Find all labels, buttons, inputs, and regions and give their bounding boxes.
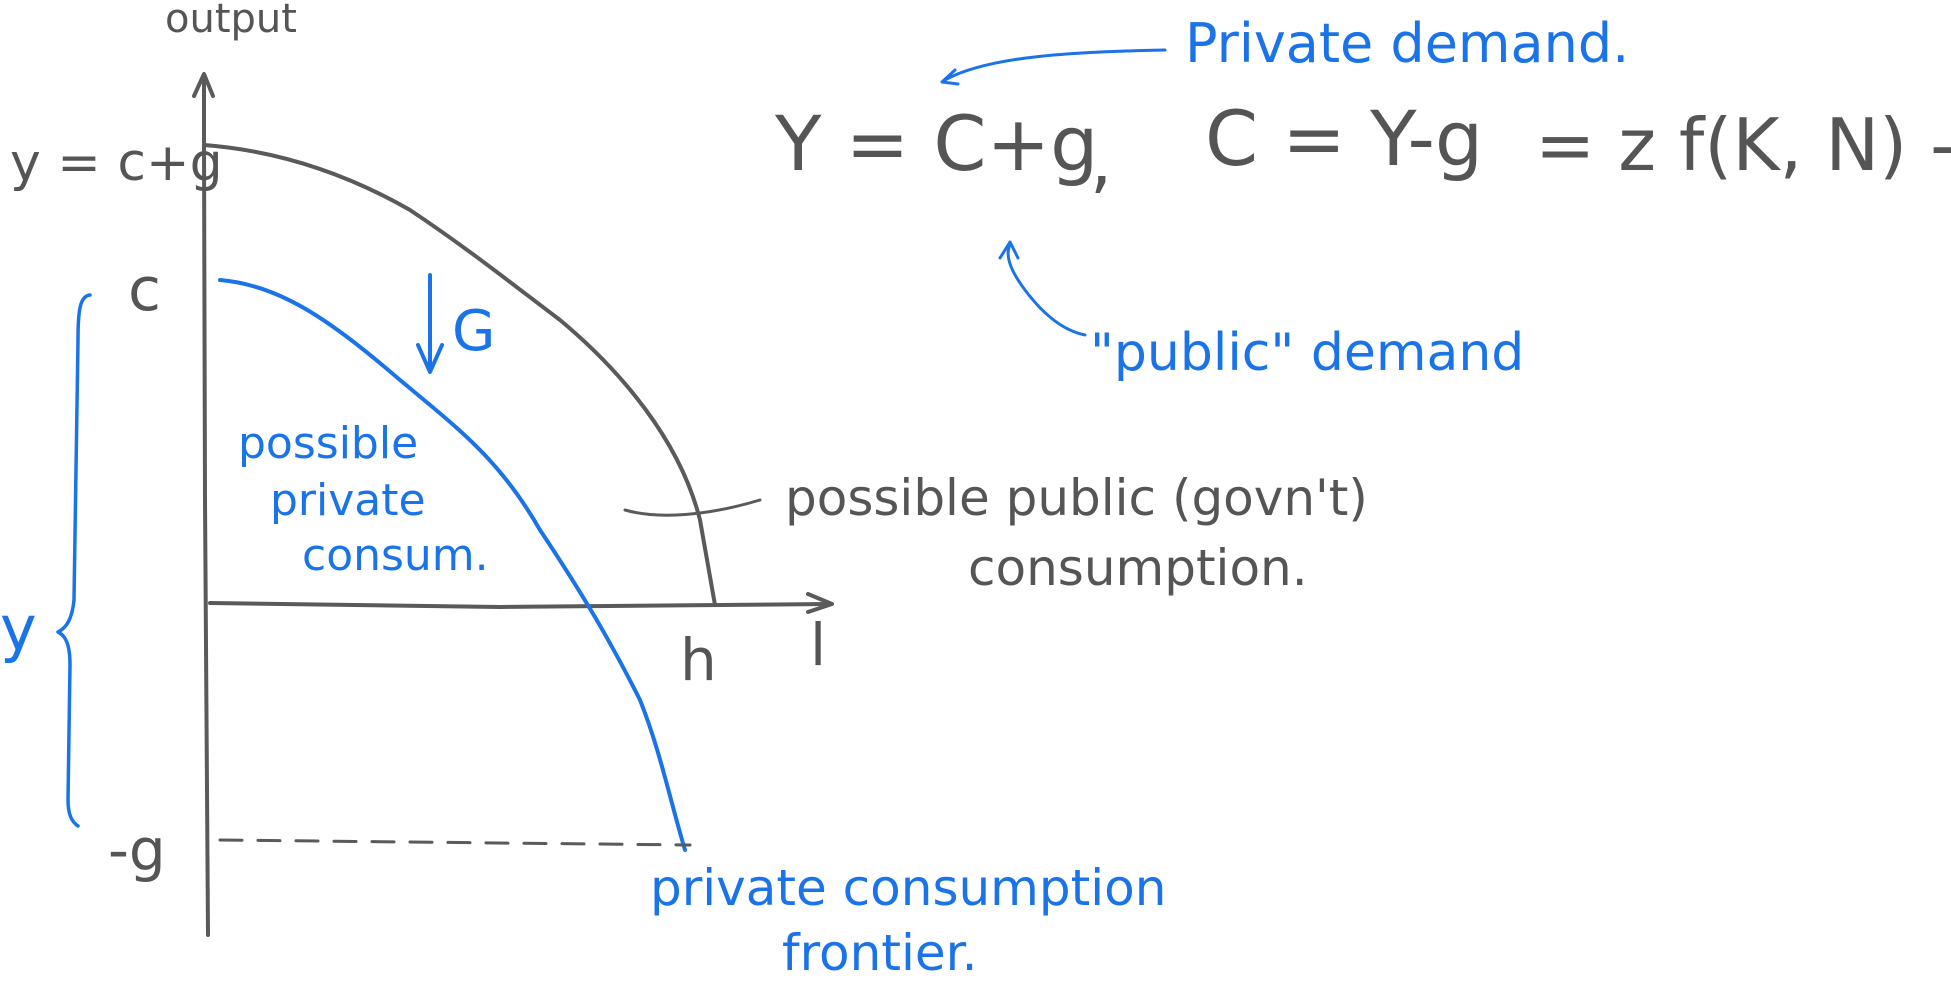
equation-production-function: = z f(K, N) - g xyxy=(1535,103,1951,187)
production-frontier-curve xyxy=(202,143,717,607)
y-brace-label: y xyxy=(0,592,37,665)
private-demand-arrow xyxy=(943,48,1167,82)
y-axis-arrowhead xyxy=(192,72,215,98)
shift-down-arrow xyxy=(416,273,444,374)
frontier-label-line1: private consumption xyxy=(650,859,1166,917)
equation-y-equals-c-plus-g: Y = C+g xyxy=(774,99,1098,188)
possible-private-label-line2: private xyxy=(270,475,426,526)
frontier-label-line2: frontier. xyxy=(782,924,977,982)
shift-g-label: G xyxy=(452,299,495,364)
x-intercept-label: h xyxy=(680,626,717,694)
y-tick-neg-g-label: -g xyxy=(108,816,166,884)
possible-public-label-line2: consumption. xyxy=(968,539,1308,597)
neg-g-dashed-line xyxy=(218,838,692,847)
public-consumption-pointer xyxy=(623,498,762,517)
possible-private-label-line3: consum. xyxy=(302,530,489,581)
equation-c-equals-y-minus-g: C = Y-g xyxy=(1205,94,1483,183)
x-axis-arrowhead xyxy=(806,592,834,614)
public-demand-arrow xyxy=(1006,243,1087,337)
possible-public-label-line1: possible public (govn't) xyxy=(785,469,1368,527)
public-demand-label: "public" demand xyxy=(1090,323,1524,383)
private-consumption-frontier-curve xyxy=(218,278,687,852)
equation-separator: , xyxy=(1090,120,1112,202)
public-demand-arrowhead xyxy=(998,240,1020,260)
possible-private-label-line1: possible xyxy=(238,418,418,469)
y-tick-top-label: y = c+g xyxy=(10,133,223,193)
y-brace xyxy=(56,293,92,828)
y-axis xyxy=(202,76,210,937)
y-tick-c-label: c xyxy=(128,255,161,325)
y-axis-label: output xyxy=(165,0,297,42)
private-demand-arrowhead xyxy=(940,68,960,86)
private-demand-label: Private demand. xyxy=(1185,12,1629,75)
x-axis xyxy=(208,601,832,609)
x-axis-label: l xyxy=(810,611,826,679)
